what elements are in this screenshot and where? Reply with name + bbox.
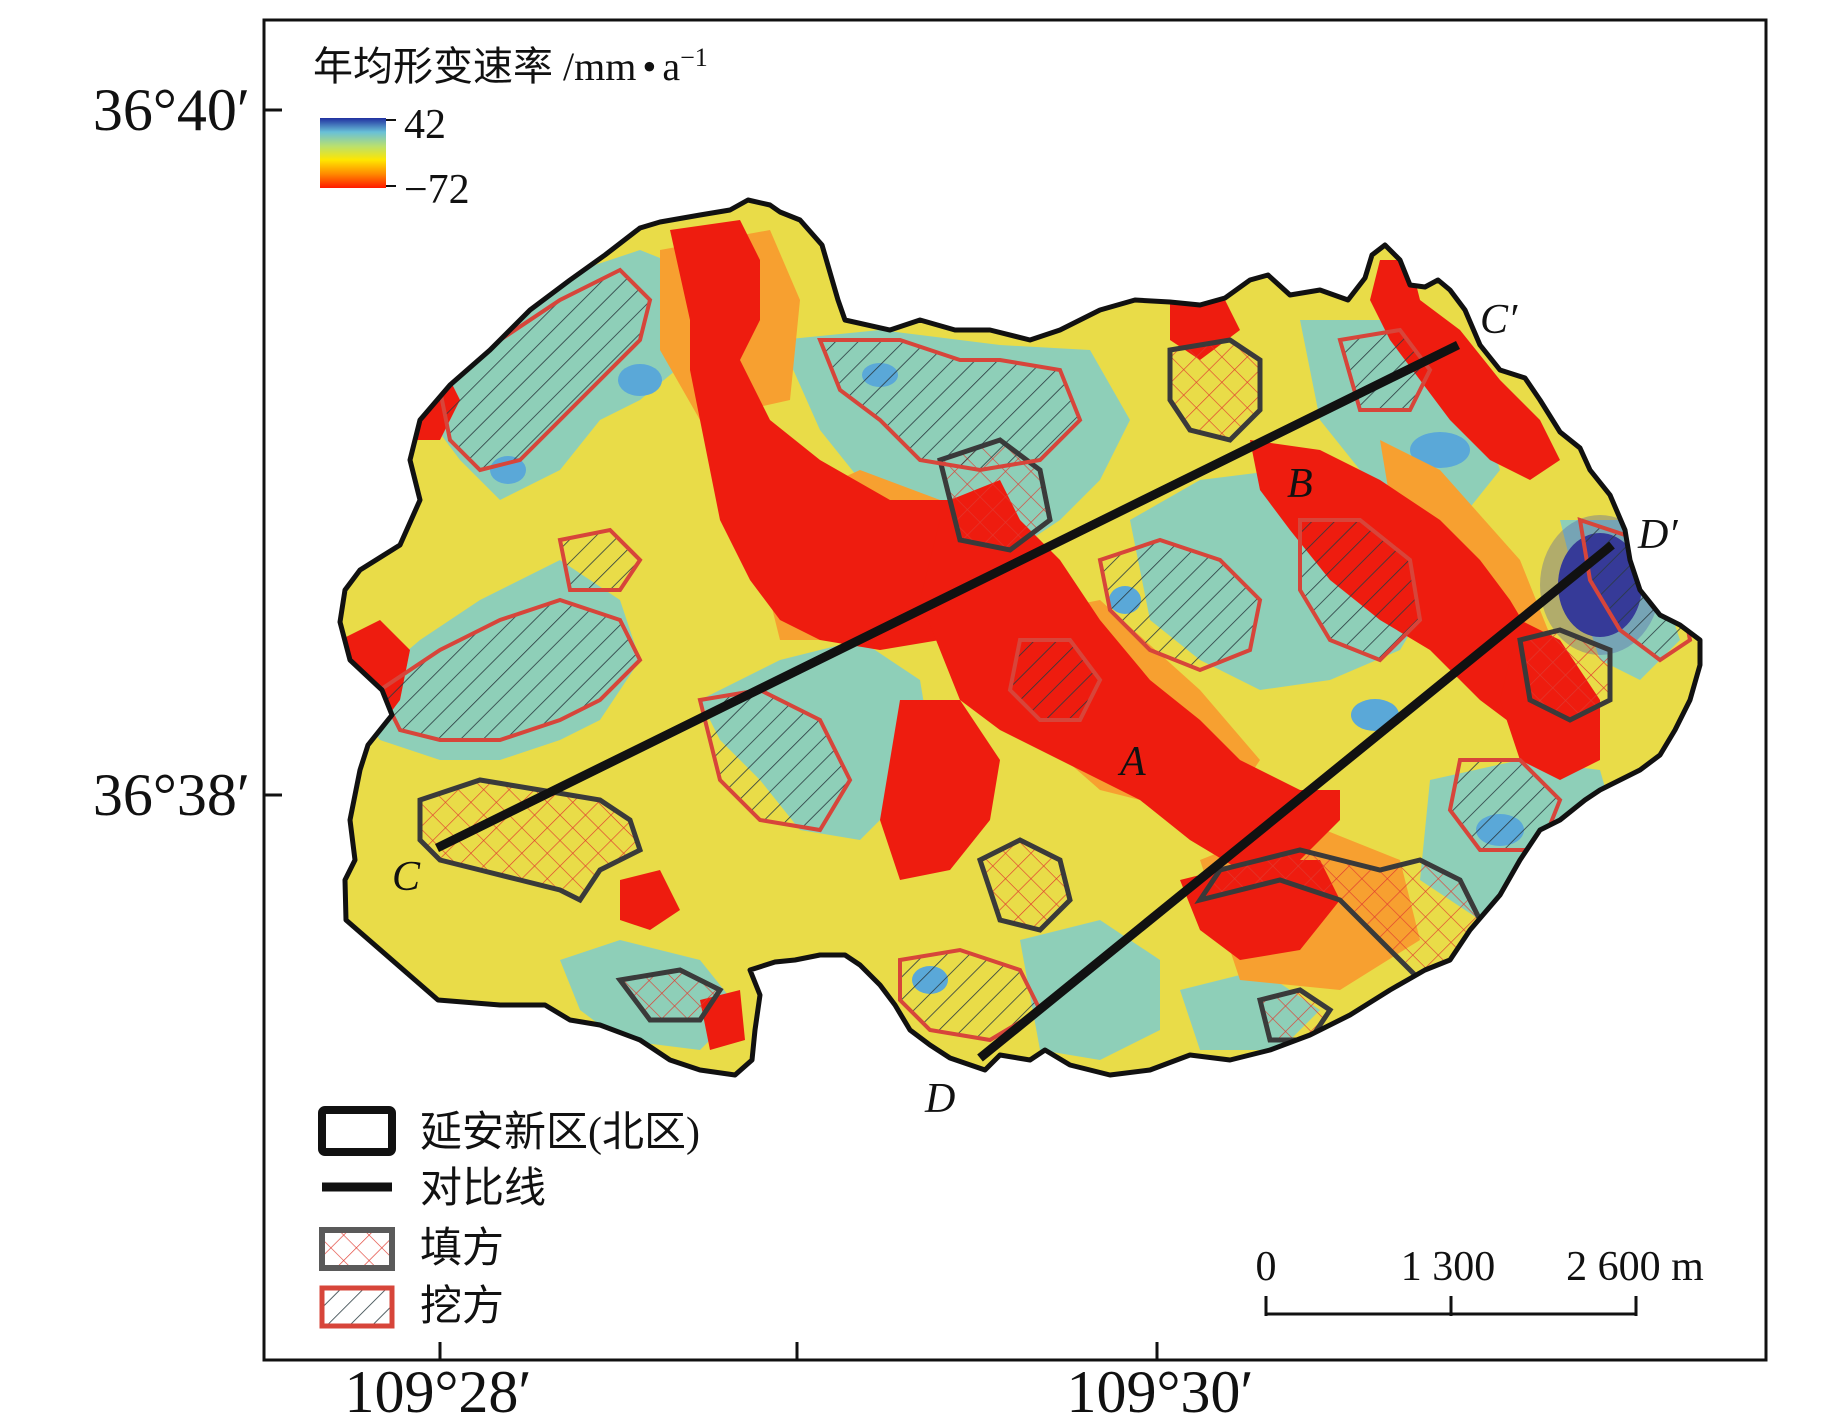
profile-label-d-prime: D′ bbox=[1637, 512, 1678, 558]
scale-bar: 0 1 300 2 600 m bbox=[1256, 1244, 1704, 1316]
legend-profile-label: 对比线 bbox=[420, 1166, 546, 1212]
fill-areas bbox=[417, 337, 1613, 1043]
map-legend: 延安新区(北区) 对比线 填方 挖方 bbox=[318, 1106, 700, 1330]
legend-cut-symbol bbox=[319, 1285, 395, 1329]
legend-boundary-symbol bbox=[318, 1106, 396, 1156]
profile-label-c: C bbox=[392, 854, 421, 900]
legend-fill-symbol bbox=[319, 1227, 395, 1271]
profile-label-c-prime: C′ bbox=[1480, 297, 1518, 343]
lat-label-bottom: 36°38′ bbox=[93, 762, 250, 828]
colorbar-max-label: 42 bbox=[404, 102, 446, 148]
cut-areas bbox=[377, 267, 1693, 1043]
scale-label-2600: 2 600 m bbox=[1566, 1244, 1704, 1290]
lon-label-left: 109°28′ bbox=[344, 1359, 531, 1417]
frame-ticks bbox=[264, 108, 1159, 1360]
point-label-b: B bbox=[1287, 461, 1313, 507]
legend-fill-label: 填方 bbox=[420, 1226, 504, 1272]
study-area-boundary bbox=[337, 197, 1703, 1078]
colorbar-min-label: −72 bbox=[404, 167, 470, 213]
profile-line-cc bbox=[435, 340, 1460, 853]
lat-label-top: 36°40′ bbox=[93, 77, 250, 143]
profile-label-d: D bbox=[924, 1076, 955, 1122]
colorbar bbox=[320, 118, 386, 188]
colorbar-title: 年均形变速率 /mm • a−1 bbox=[313, 43, 708, 89]
legend-boundary-label: 延安新区(北区) bbox=[420, 1110, 700, 1156]
scale-label-1300: 1 300 bbox=[1401, 1244, 1496, 1290]
point-label-a: A bbox=[1117, 739, 1146, 785]
colorbar-legend: 年均形变速率 /mm • a−1 42 −72 bbox=[313, 43, 708, 213]
profile-line-dd bbox=[977, 541, 1615, 1062]
scale-label-0: 0 bbox=[1256, 1244, 1277, 1290]
lon-label-right: 109°30′ bbox=[1066, 1359, 1253, 1417]
legend-cut-label: 挖方 bbox=[420, 1283, 504, 1330]
map-frame bbox=[262, 18, 1768, 1362]
